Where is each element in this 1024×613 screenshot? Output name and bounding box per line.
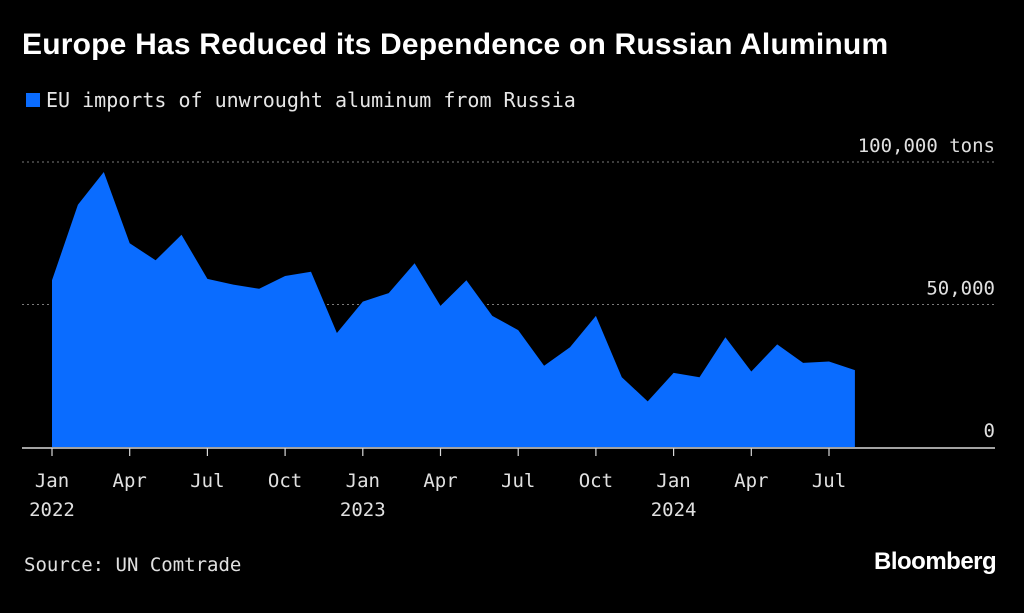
legend: EU imports of unwrought aluminum from Ru… <box>26 88 576 112</box>
x-tick-label: Jan <box>656 470 690 492</box>
x-tick-label: Jan <box>346 470 380 492</box>
x-tick-label: Oct <box>268 470 302 492</box>
x-tick-label: Jan <box>35 470 69 492</box>
legend-swatch <box>26 93 40 107</box>
legend-label: EU imports of unwrought aluminum from Ru… <box>46 88 576 112</box>
x-tick-label: Jul <box>190 470 224 492</box>
x-tick-label: Jul <box>812 470 846 492</box>
x-tick-label: Oct <box>579 470 613 492</box>
y-tick-label: 100,000 tons <box>858 135 995 157</box>
x-tick-year-label: 2023 <box>340 499 386 521</box>
chart-title: Europe Has Reduced its Dependence on Rus… <box>22 28 889 61</box>
bloomberg-logo: Bloomberg <box>874 548 997 575</box>
x-tick-label: Apr <box>113 470 147 492</box>
x-tick-label: Jul <box>501 470 535 492</box>
y-tick-label: 50,000 <box>926 278 995 300</box>
x-tick-label: Apr <box>423 470 457 492</box>
x-tick-label: Apr <box>734 470 768 492</box>
area-series <box>52 172 855 447</box>
x-tick-year-label: 2022 <box>29 499 75 521</box>
x-tick-year-label: 2024 <box>651 499 697 521</box>
source-note: Source: UN Comtrade <box>24 554 242 576</box>
y-tick-label: 0 <box>984 420 995 442</box>
